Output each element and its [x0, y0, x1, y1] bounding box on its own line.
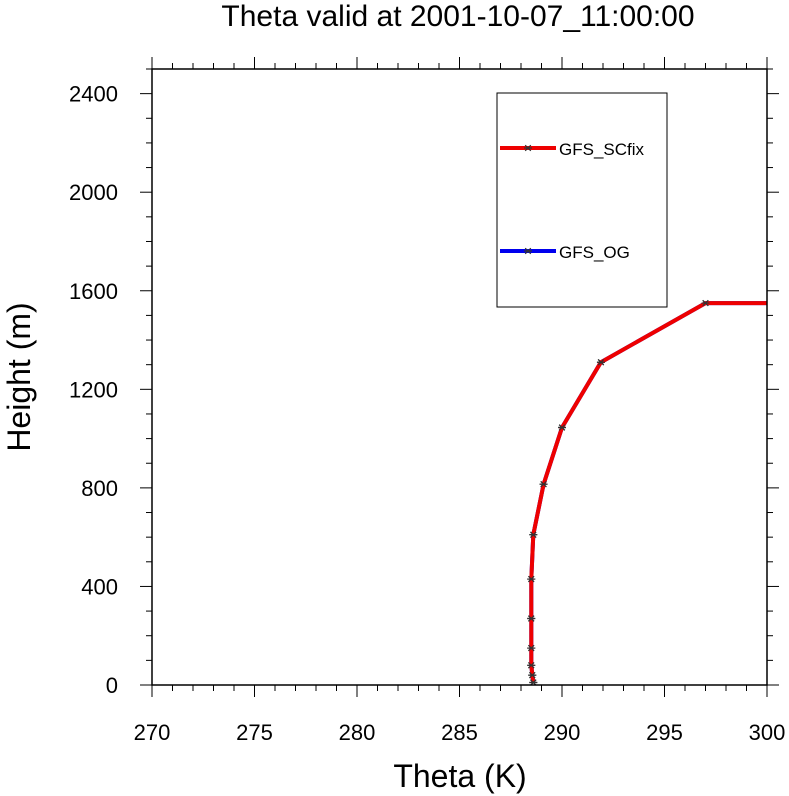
chart-title: Theta valid at 2001-10-07_11:00:00 — [221, 0, 694, 33]
data-point — [527, 575, 536, 583]
legend-label: GFS_SCfix — [559, 140, 645, 159]
data-point — [701, 299, 710, 307]
x-axis-label: Theta (K) — [393, 758, 526, 794]
x-tick-label: 285 — [441, 720, 478, 745]
legend-marker — [524, 144, 532, 152]
series-GFS_OG — [527, 299, 767, 685]
y-tick-label: 800 — [81, 476, 118, 501]
data-point — [527, 615, 536, 622]
data-point — [529, 531, 538, 538]
y-tick-label: 1600 — [69, 279, 118, 304]
data-point — [558, 424, 566, 431]
y-tick-label: 0 — [106, 673, 118, 698]
x-tick-label: 295 — [646, 720, 683, 745]
y-tick-label: 2000 — [69, 180, 118, 205]
legend: GFS_SCfix GFS_OG — [496, 92, 668, 308]
x-tick-label: 270 — [134, 720, 171, 745]
x-tick-label: 300 — [749, 720, 786, 745]
legend-marker — [524, 247, 532, 255]
data-point — [539, 480, 548, 488]
y-tick-label: 2400 — [69, 82, 118, 107]
x-tick-label: 275 — [236, 720, 273, 745]
x-tick-label: 280 — [339, 720, 376, 745]
y-tick-label: 400 — [81, 574, 118, 599]
axis-ticks — [140, 57, 779, 697]
series-GFS_SCfix — [527, 299, 767, 685]
data-point — [527, 644, 536, 652]
y-axis-label: Height (m) — [1, 302, 37, 451]
series-line — [529, 301, 767, 683]
data-point — [596, 358, 605, 366]
legend-items: GFS_SCfix GFS_OG — [500, 140, 645, 262]
data-point — [527, 662, 536, 669]
series-layer — [527, 299, 767, 685]
legend-label: GFS_OG — [559, 243, 630, 262]
plot-frame — [151, 68, 768, 686]
x-tick-label: 290 — [544, 720, 581, 745]
tick-labels: 270 275 280 285 290 295 300 0 400 800 1200 1600 2000… — [69, 82, 785, 745]
series-line — [529, 301, 767, 683]
legend-box — [496, 92, 668, 308]
y-tick-label: 1200 — [69, 377, 118, 402]
data-point — [528, 671, 537, 679]
